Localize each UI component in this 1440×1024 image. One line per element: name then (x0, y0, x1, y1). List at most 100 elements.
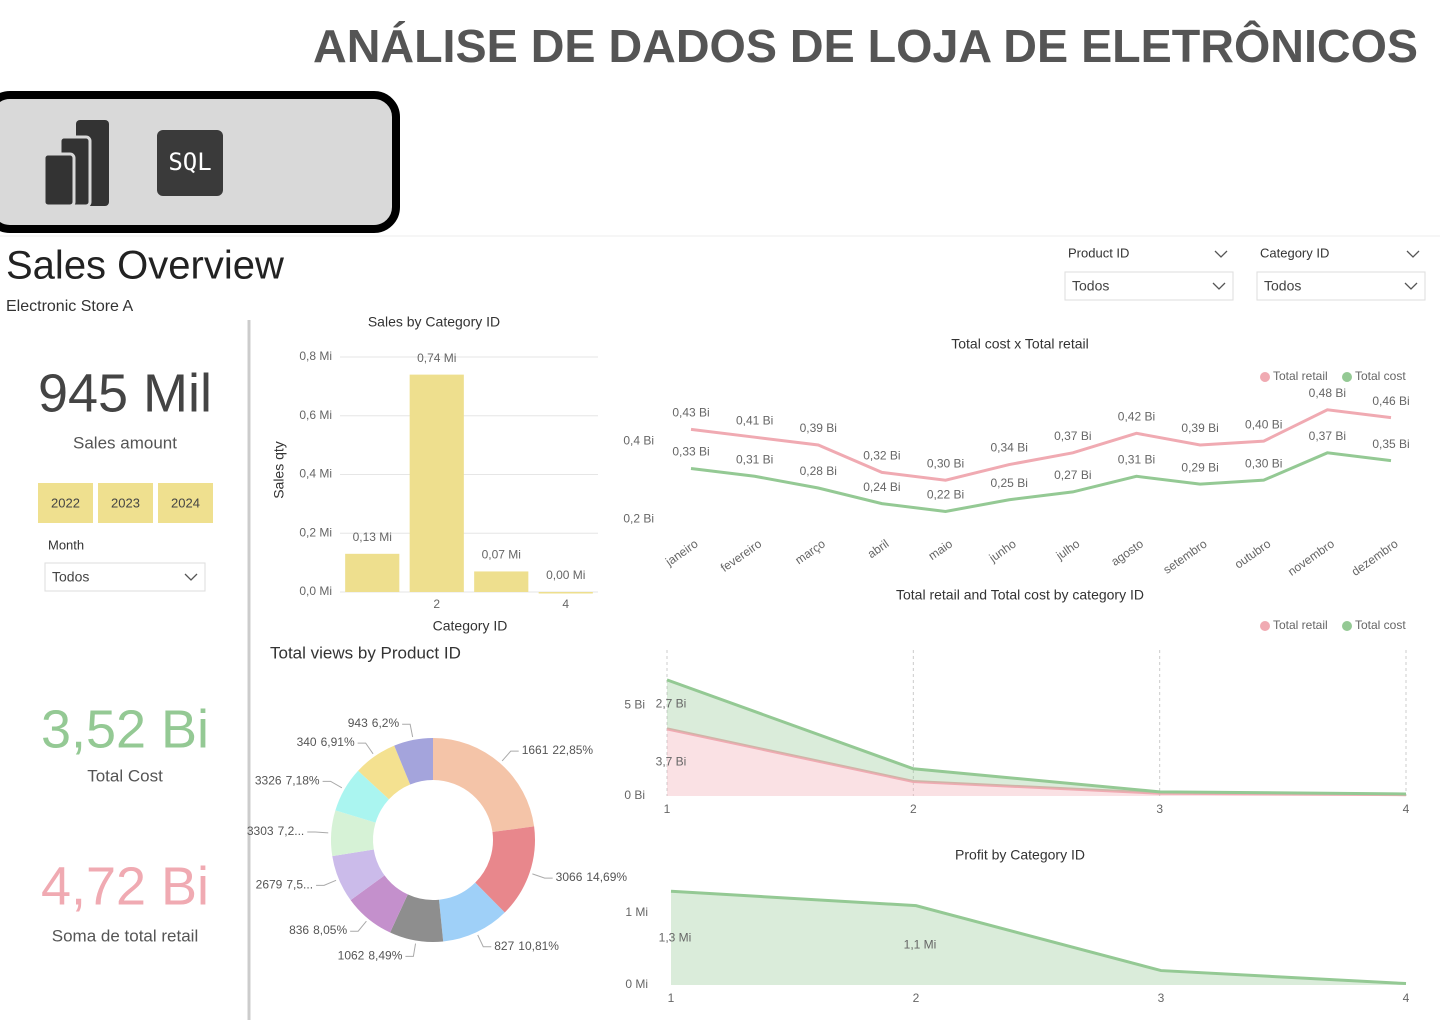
x-tick-label: 4 (562, 597, 569, 611)
slice-category: 3303 (247, 824, 274, 838)
x-tick-label: 1 (664, 802, 671, 816)
slicer-label: Month (48, 537, 84, 552)
legend-swatch (1342, 372, 1352, 382)
data-label: 0,22 Bi (927, 488, 964, 502)
slice-category: 2679 (256, 878, 283, 892)
donut-slice[interactable] (335, 770, 389, 823)
donut-slice[interactable] (438, 882, 505, 942)
slicer-label: Product ID (1068, 245, 1129, 260)
slice-category: 943 (348, 716, 368, 730)
legend-swatch (1260, 621, 1270, 631)
slicer-dropdown[interactable] (1256, 271, 1426, 301)
donut-slice[interactable] (358, 745, 411, 800)
slicer-dropdown[interactable] (44, 562, 206, 592)
x-tick-label: 1 (668, 991, 675, 1005)
bar[interactable] (409, 374, 464, 592)
chart-title: Total retail and Total cost by category … (896, 587, 1144, 603)
y-axis-label: Sales qty (271, 441, 287, 499)
bar[interactable] (538, 592, 593, 594)
data-label: 0,39 Bi (800, 421, 837, 435)
x-tick-label: 2 (433, 597, 440, 611)
leader-line (350, 920, 367, 932)
sql-label: SQL (168, 148, 211, 176)
bar[interactable] (474, 571, 529, 592)
sql-icon[interactable] (157, 130, 223, 196)
area-line[interactable] (666, 678, 1407, 796)
slice-value: 6,91% (321, 735, 355, 749)
data-label: 0,07 Mi (482, 548, 521, 562)
series-line[interactable] (690, 408, 1392, 482)
series-line[interactable] (690, 451, 1392, 513)
data-label: 0,43 Bi (672, 406, 709, 420)
y-tick-label: 0,2 Mi (299, 525, 332, 539)
powerbi-icon[interactable] (42, 120, 109, 208)
donut-slice[interactable] (390, 894, 444, 942)
slicer-label: Category ID (1260, 245, 1329, 260)
slice-label: 3303 7,2... (247, 824, 304, 838)
data-label: 0,74 Mi (417, 351, 456, 365)
x-tick-label: fevereiro (718, 536, 765, 574)
slice-label: 340 6,91% (297, 735, 355, 749)
legend-label[interactable]: Total retail (1273, 369, 1328, 383)
y-tick-label: 5 Bi (624, 697, 645, 711)
x-tick-label: outubro (1232, 536, 1274, 571)
slice-category: 340 (297, 735, 317, 749)
y-tick-label: 0,8 Mi (299, 349, 332, 363)
data-label: 0,25 Bi (991, 476, 1028, 490)
slicer-dropdown[interactable] (1064, 271, 1234, 301)
donut-slice[interactable] (433, 738, 535, 833)
kpi-label: Sales amount (73, 433, 177, 452)
slice-label: 836 8,05% (289, 923, 347, 937)
slice-value: 10,81% (518, 939, 559, 953)
slice-value: 7,18% (286, 774, 320, 788)
x-tick-label: dezembro (1349, 536, 1401, 578)
data-label: 0,37 Bi (1054, 429, 1091, 443)
slice-value: 22,85% (552, 743, 593, 757)
year-button-label: 2022 (51, 495, 80, 510)
data-label: 0,39 Bi (1181, 421, 1218, 435)
slice-value: 14,69% (586, 870, 627, 884)
slicer-value: Todos (1264, 278, 1301, 294)
donut-slice[interactable] (350, 875, 408, 933)
data-label: 0,29 Bi (1181, 460, 1218, 474)
donut-slice[interactable] (331, 810, 376, 857)
slice-value: 8,05% (313, 923, 347, 937)
slicer-value: Todos (52, 569, 89, 585)
data-label: 0,28 Bi (800, 464, 837, 478)
data-label: 0,30 Bi (1245, 456, 1282, 470)
donut-slice[interactable] (332, 849, 385, 901)
bar[interactable] (345, 553, 400, 592)
x-tick-label: 3 (1156, 802, 1163, 816)
slice-category: 1661 (522, 743, 549, 757)
data-label: 0,30 Bi (927, 456, 964, 470)
data-label: 1,3 Mi (659, 930, 692, 944)
legend-label[interactable]: Total retail (1273, 618, 1328, 632)
year-button[interactable] (158, 483, 213, 523)
slice-category: 3066 (556, 870, 583, 884)
year-button[interactable] (98, 483, 153, 523)
data-label: 1,1 Mi (904, 937, 937, 951)
legend-label[interactable]: Total cost (1355, 369, 1406, 383)
slice-value: 6,2% (372, 716, 400, 730)
chevron (184, 573, 198, 581)
donut-slice[interactable] (394, 738, 433, 785)
chevron (1404, 282, 1418, 290)
year-button[interactable] (38, 483, 93, 523)
donut-slice[interactable] (475, 826, 535, 913)
data-label: 0,24 Bi (863, 480, 900, 494)
y-tick-label: 0,4 Bi (623, 433, 654, 447)
legend-label[interactable]: Total cost (1355, 618, 1406, 632)
x-tick-label: junho (986, 536, 1019, 565)
chart-title: Profit by Category ID (955, 847, 1085, 863)
slice-label: 2679 7,5... (256, 878, 313, 892)
kpi-label: Total Cost (87, 766, 163, 785)
chevron (1214, 250, 1228, 258)
y-tick-label: 1 Mi (625, 905, 648, 919)
data-label: 0,35 Bi (1372, 437, 1409, 451)
page-title: ANÁLISE DE DADOS DE LOJA DE ELETRÔNICOS (313, 20, 1418, 72)
data-label: 0,32 Bi (863, 449, 900, 463)
legend-swatch (1260, 372, 1270, 382)
area-line[interactable] (670, 889, 1407, 986)
